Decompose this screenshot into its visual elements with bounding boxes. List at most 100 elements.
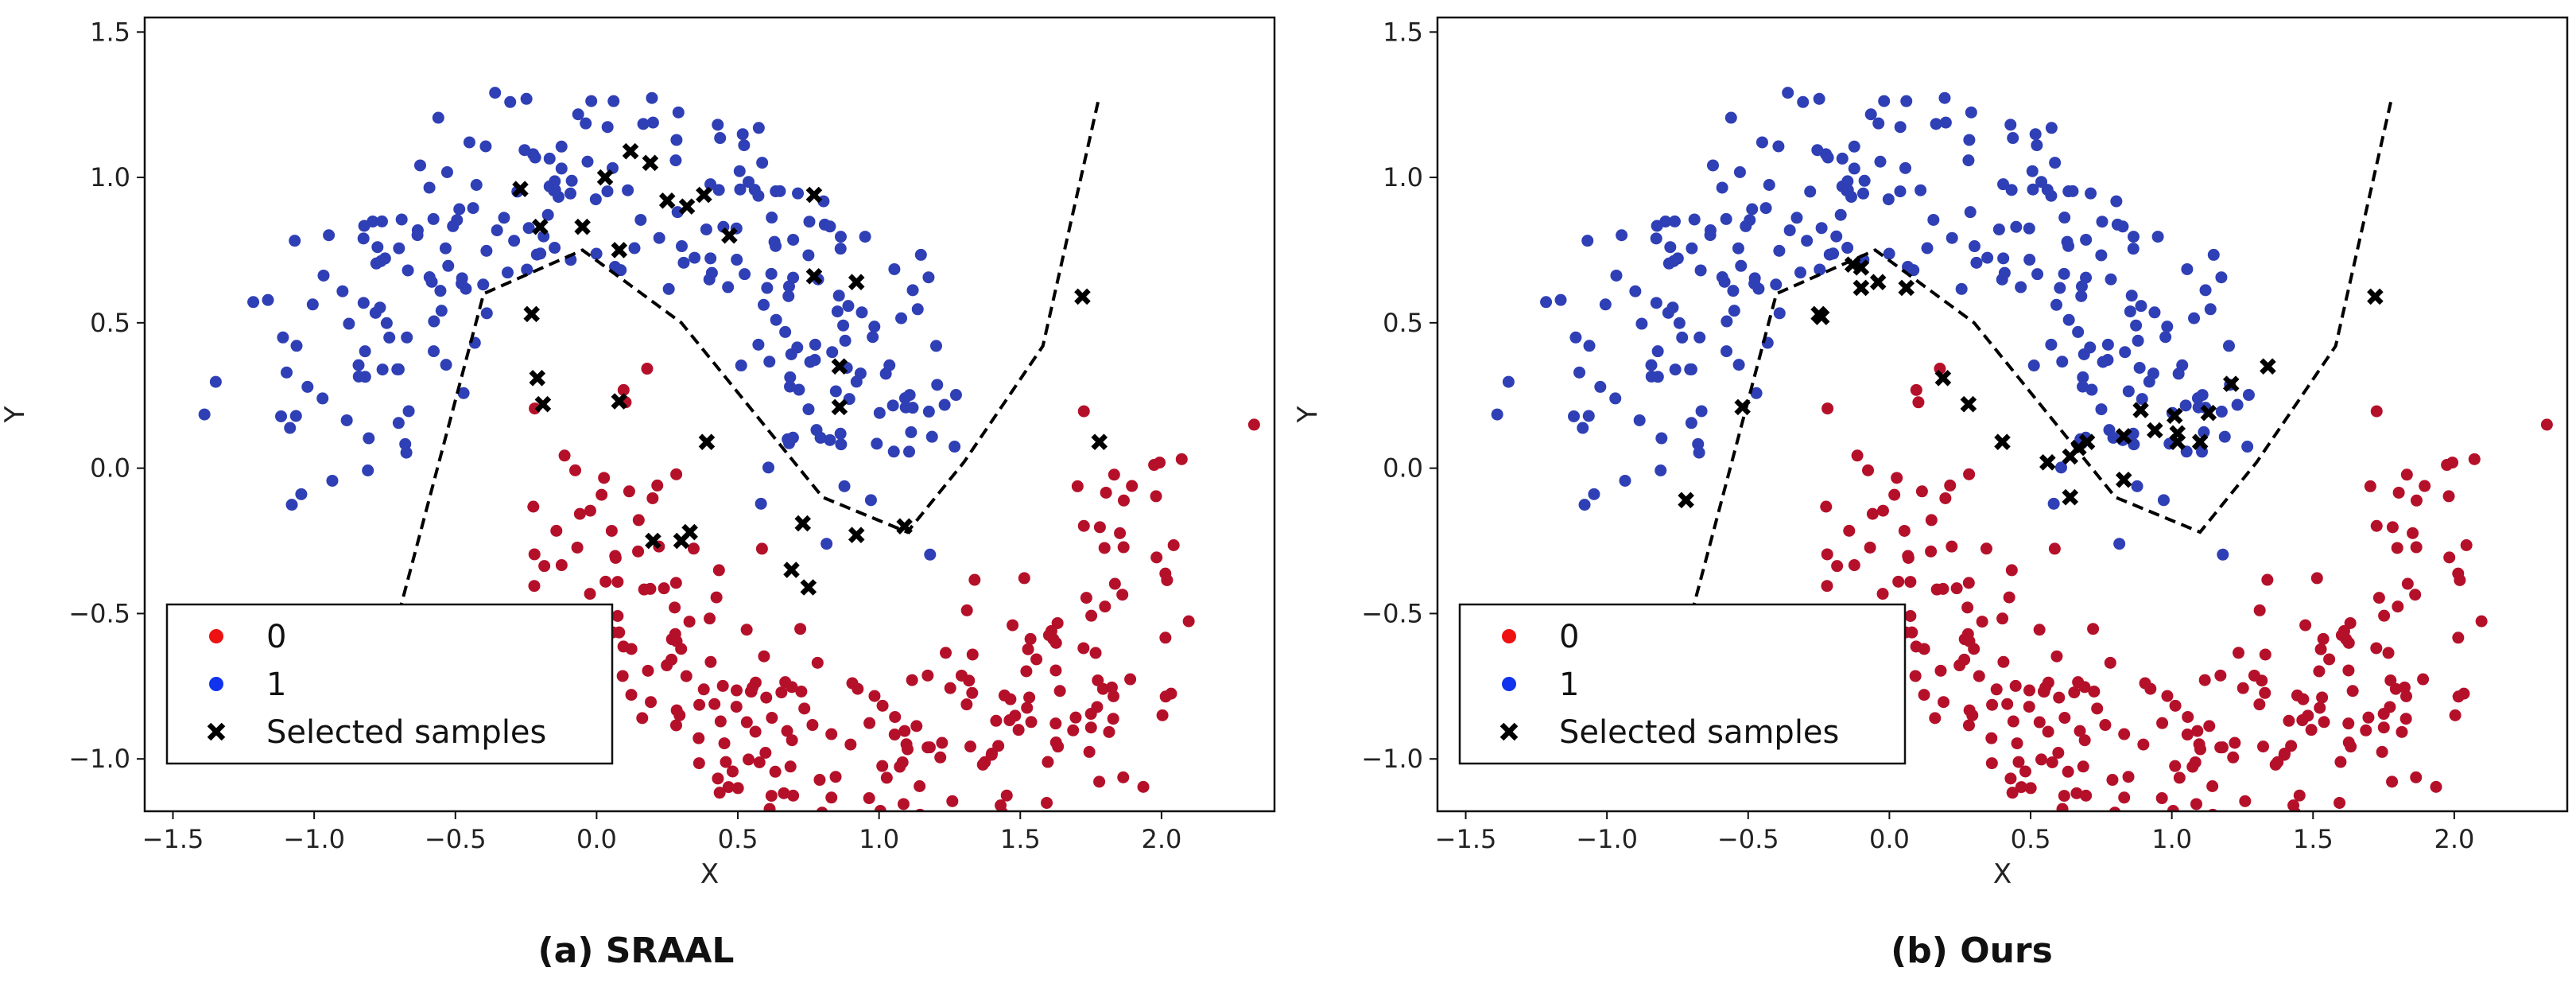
point-class0 [2360, 724, 2372, 736]
point-class1 [2027, 183, 2039, 196]
point-class0 [2214, 669, 2227, 682]
point-class0 [2259, 686, 2271, 699]
point-class0 [2409, 589, 2422, 601]
point-class0 [1986, 698, 1999, 711]
point-class0 [1041, 796, 1053, 809]
point-class0 [2291, 689, 2303, 701]
point-class1 [1616, 229, 1628, 242]
point-class1 [2077, 380, 2089, 393]
point-class1 [1955, 282, 1968, 295]
point-class0 [813, 774, 826, 787]
point-class1 [838, 480, 851, 492]
point-class0 [611, 609, 624, 622]
point-class1 [731, 254, 743, 266]
point-class0 [2313, 665, 2326, 678]
point-class0 [2191, 725, 2204, 737]
point-class1 [352, 370, 365, 383]
point-class1 [1857, 187, 1870, 200]
point-class1 [829, 385, 842, 398]
point-class1 [2133, 361, 2146, 374]
point-class0 [1175, 453, 1188, 465]
point-class1 [1927, 213, 1940, 226]
point-class0 [2091, 702, 2104, 715]
point-class1 [871, 437, 883, 450]
point-class1 [2105, 273, 2117, 286]
chart-panel-a: −1.5 −1.0 −0.5 0.0 0.5 1.0 1.5 2.0 −1.0 −0.5 0.0 0.… [0, 16, 1276, 890]
point-class0 [2046, 756, 2058, 769]
point-class0 [2323, 653, 2336, 666]
point-class0 [1958, 633, 1971, 646]
point-class1 [859, 231, 871, 243]
selected-sample-marker [1091, 433, 1108, 451]
point-class1 [824, 220, 836, 233]
point-class1 [2161, 321, 2174, 333]
point-class0 [964, 740, 977, 753]
x-tick-label: −1.5 [1435, 824, 1497, 854]
point-class1 [1981, 251, 1994, 264]
point-class0 [693, 698, 706, 711]
point-class0 [2023, 684, 2036, 697]
point-class1 [739, 268, 751, 281]
point-class0 [2310, 572, 2323, 585]
axes-frame [1436, 16, 2569, 813]
point-class0 [569, 464, 582, 476]
point-class1 [411, 229, 424, 242]
point-class1 [1732, 242, 1744, 255]
point-class0 [1049, 664, 1062, 677]
selected-sample-marker [2166, 407, 2183, 425]
point-class1 [316, 392, 329, 405]
point-class1 [700, 223, 712, 235]
selected-sample-marker [512, 181, 529, 197]
point-class1 [2180, 445, 2193, 458]
point-class1 [2222, 340, 2235, 352]
point-class0 [1077, 405, 1090, 418]
point-class0 [760, 691, 773, 704]
point-class1 [393, 242, 405, 255]
point-class1 [359, 345, 371, 358]
point-class0 [2011, 737, 2023, 750]
selected-sample-marker [783, 562, 800, 578]
point-class1 [549, 184, 561, 196]
point-class0 [1096, 682, 1109, 695]
point-class1 [903, 445, 916, 458]
point-class1 [804, 356, 817, 368]
point-class0 [1116, 589, 1129, 601]
point-class0 [769, 765, 782, 778]
point-class0 [2364, 480, 2376, 492]
point-class1 [1748, 278, 1761, 290]
point-class0 [1069, 711, 1082, 724]
point-class0 [2058, 790, 2070, 803]
point-class0 [2346, 685, 2359, 698]
point-class0 [1103, 725, 1115, 738]
point-class0 [2058, 712, 2071, 725]
point-class0 [825, 728, 838, 740]
point-class1 [395, 213, 408, 226]
point-class0 [2377, 721, 2390, 734]
point-class0 [2419, 480, 2431, 492]
point-class1 [785, 348, 797, 360]
point-class1 [277, 331, 289, 344]
point-class1 [2062, 239, 2075, 252]
point-class0 [2015, 781, 2027, 794]
y-tick-label: −0.5 [1361, 598, 1423, 628]
point-class0 [2068, 686, 2081, 699]
point-class1 [247, 296, 260, 309]
point-class0 [2382, 647, 2395, 659]
point-class1 [1688, 213, 1701, 226]
point-class0 [2062, 765, 2074, 778]
point-class1 [1930, 118, 1942, 130]
point-class1 [295, 488, 308, 500]
point-class1 [911, 303, 924, 316]
point-class1 [2231, 398, 2244, 411]
point-class1 [886, 399, 899, 412]
point-class1 [1770, 278, 1783, 291]
point-class0 [825, 791, 838, 804]
point-class0 [1980, 542, 1992, 555]
point-class0 [743, 753, 755, 766]
point-class0 [692, 757, 705, 770]
point-class1 [762, 461, 774, 474]
point-class1 [581, 155, 594, 168]
selected-sample-marker [1734, 398, 1751, 416]
point-class1 [1938, 91, 1951, 104]
point-class1 [938, 398, 951, 411]
